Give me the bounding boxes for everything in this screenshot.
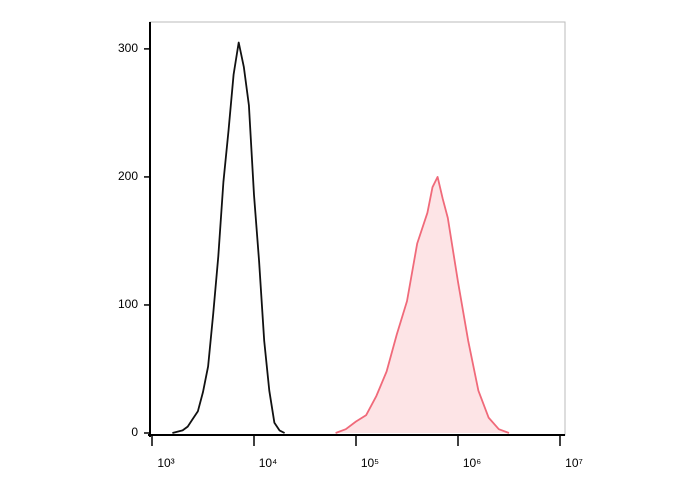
histogram-area	[335, 176, 509, 433]
y-tick-label: 200	[118, 169, 138, 183]
plot-frame	[149, 21, 566, 436]
x-tick-label: 10⁴	[259, 456, 278, 470]
y-tick-label: 100	[118, 297, 138, 311]
x-tick-label: 10⁶	[463, 456, 481, 470]
histogram-line	[335, 176, 510, 434]
x-tick-label: 10⁵	[361, 456, 379, 470]
y-tick-label: 0	[131, 425, 138, 439]
x-tick-label: 10⁷	[565, 456, 583, 470]
histogram-line	[172, 41, 286, 434]
x-tick-label: 10³	[157, 456, 174, 470]
y-tick-label: 300	[118, 41, 138, 55]
